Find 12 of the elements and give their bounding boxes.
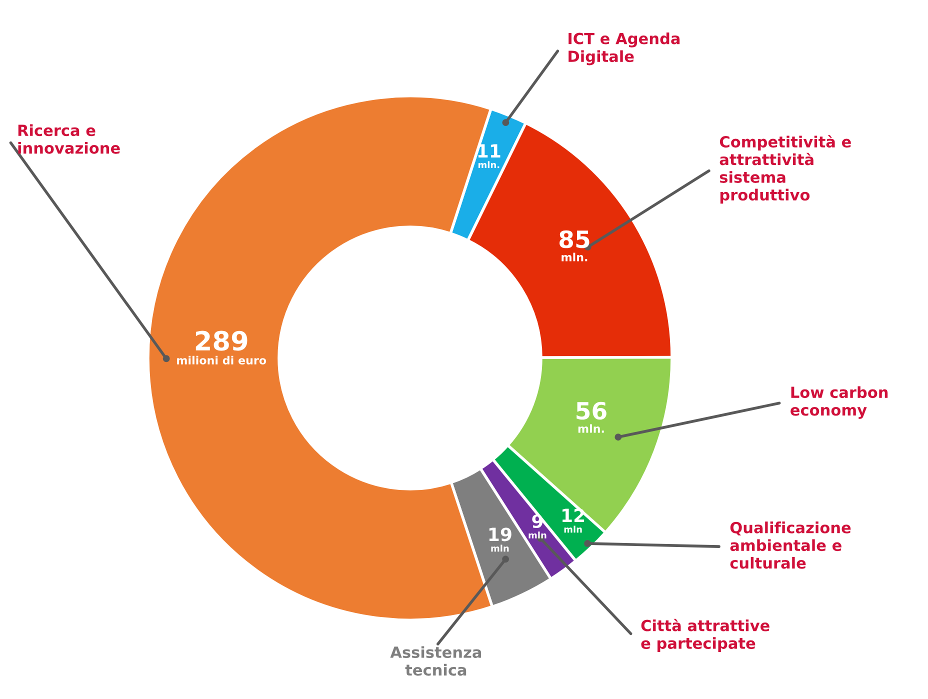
slice-label: ICT e Agenda Digitale [568, 32, 680, 66]
data-label: 19 mln [489, 528, 512, 552]
slice-label: Competitività e attrattività sistema produttivo [720, 135, 851, 204]
slice-label: Ricerca e innovazione [18, 124, 120, 154]
slice-label: Assistenza tecnica [390, 646, 482, 676]
data-label: 56 mln. [576, 402, 606, 433]
data-label: 11 mln. [478, 144, 500, 168]
data-label: 289 milioni di euro [177, 330, 266, 364]
slice-label: Low carbon economy [790, 386, 888, 419]
data-label: 85 mln. [560, 230, 590, 262]
slice-label: Qualificazione ambientale e culturale [730, 522, 851, 569]
slice-label: Città attrattive e partecipate [641, 618, 770, 652]
